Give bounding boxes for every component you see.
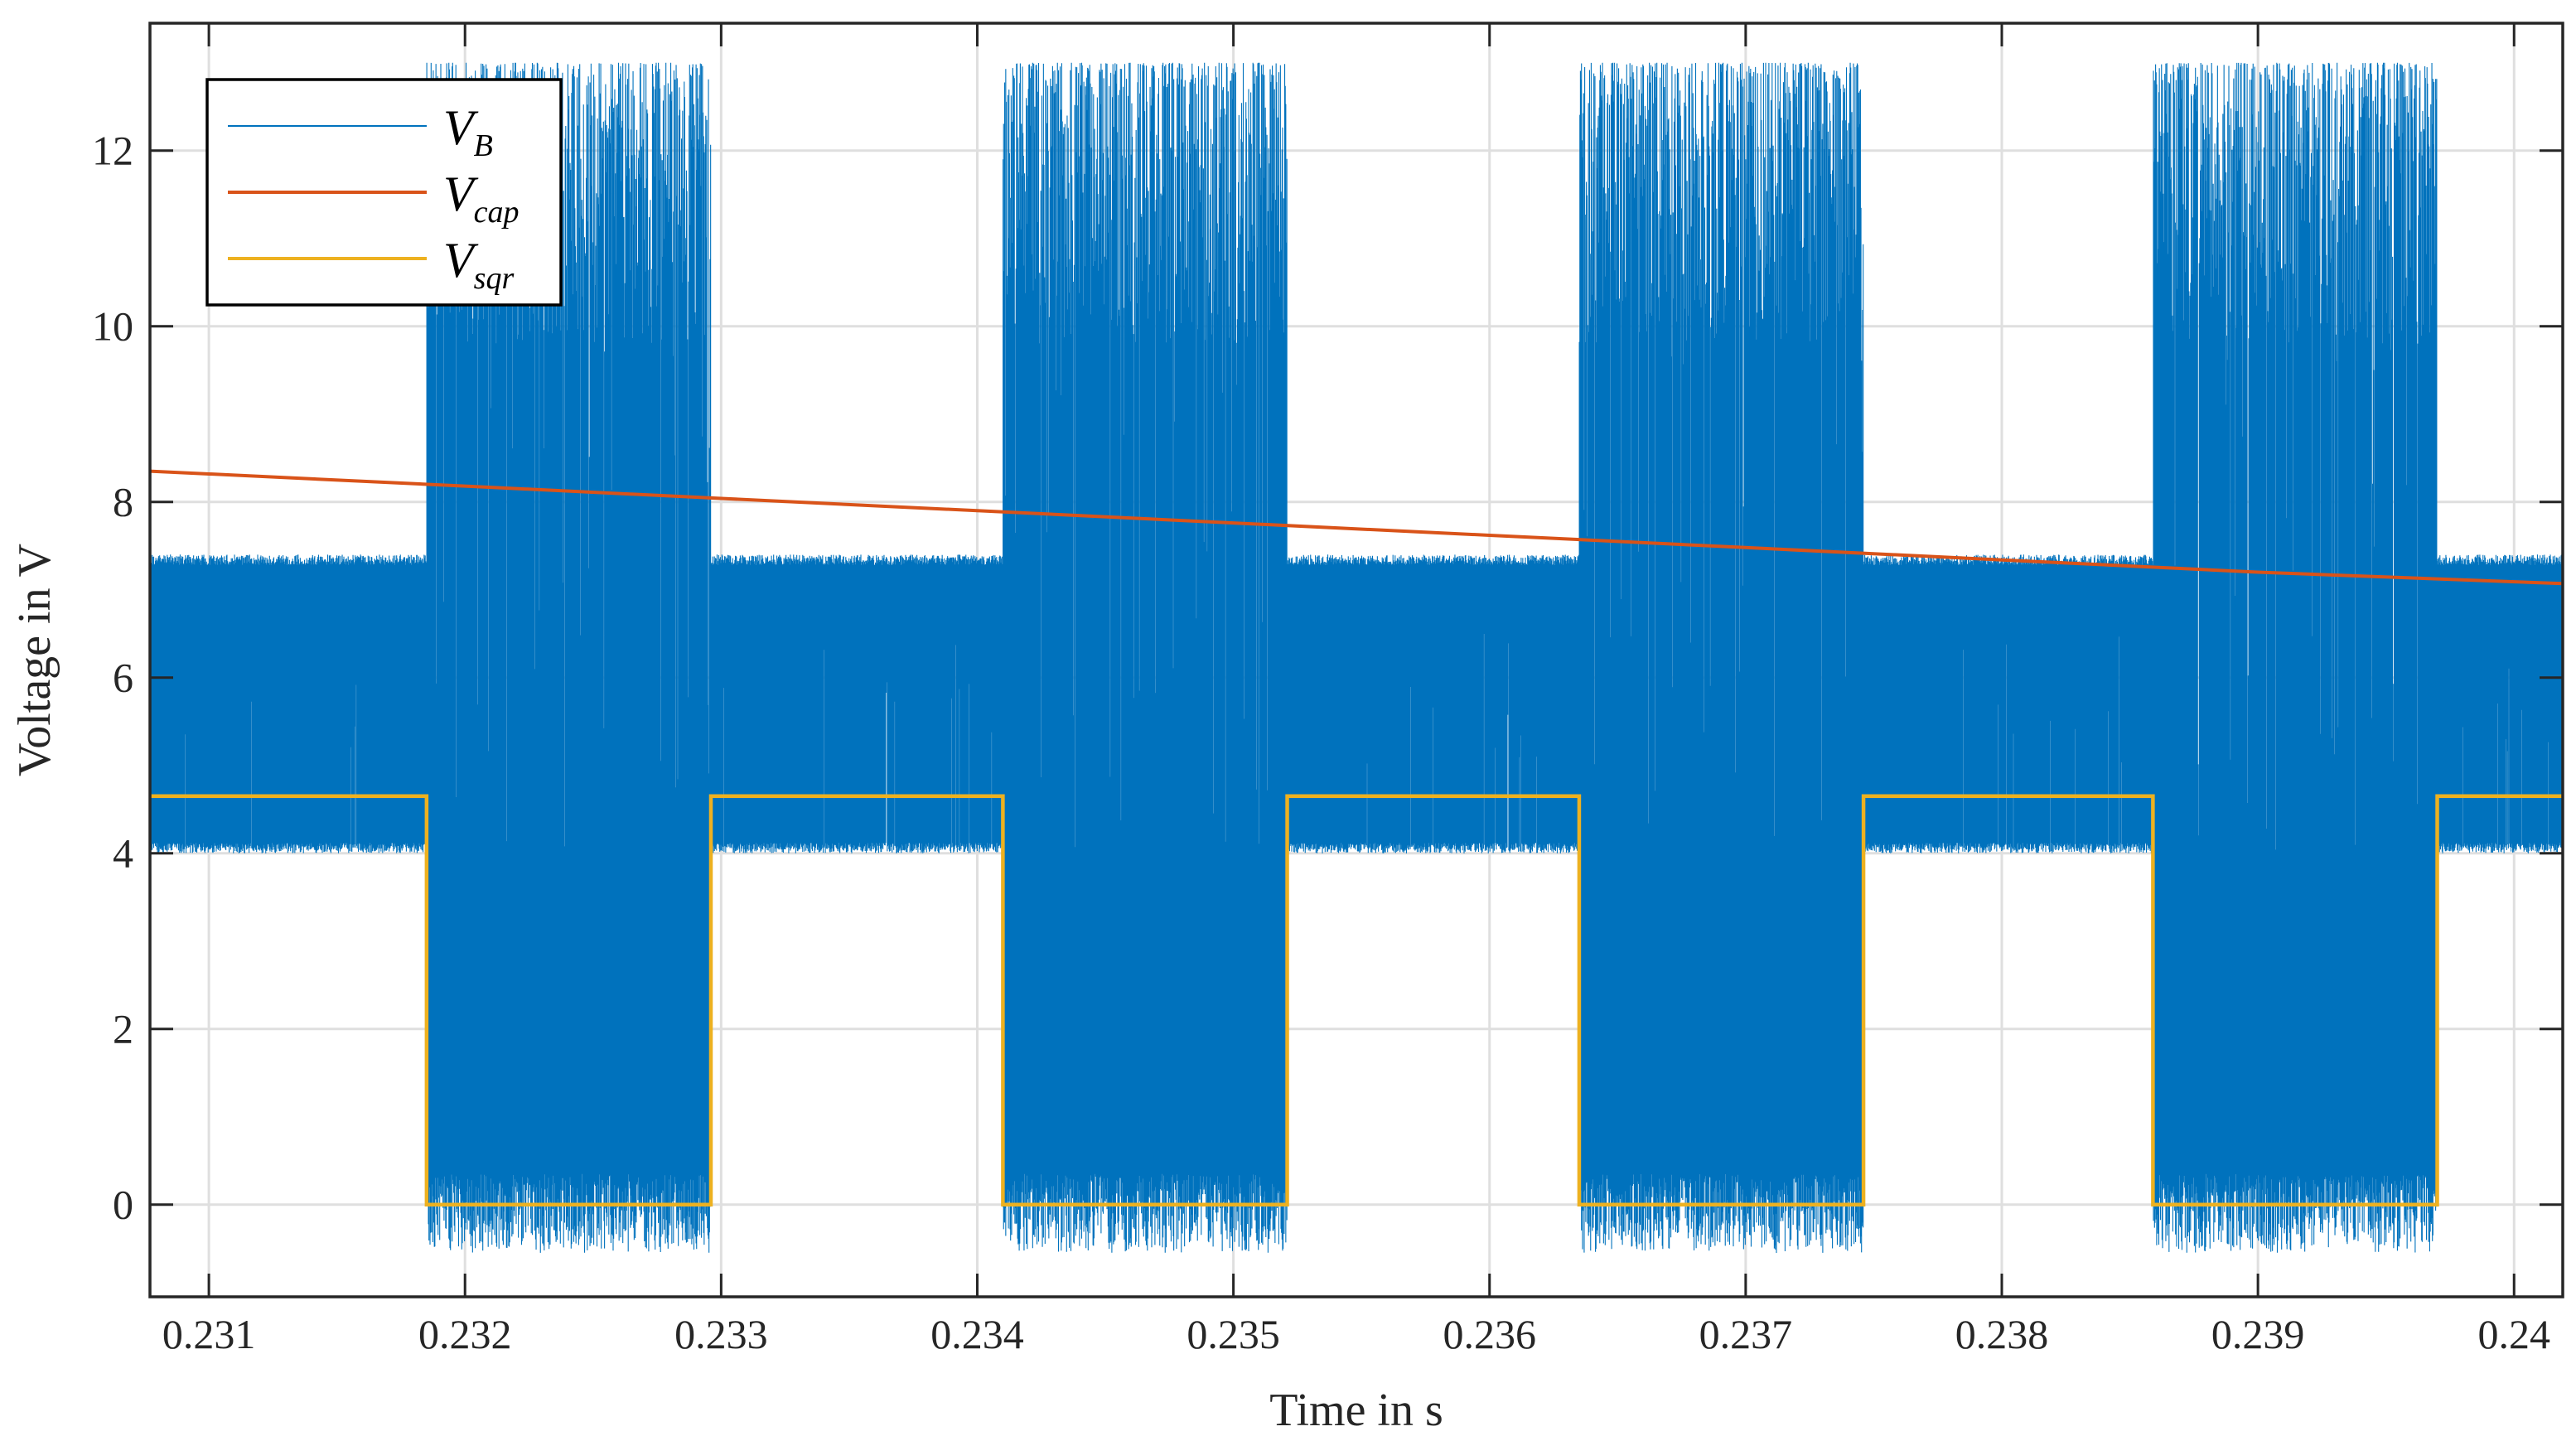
x-tick-label: 0.233	[674, 1311, 768, 1357]
y-tick-label: 4	[113, 830, 133, 877]
legend-label-v-b: VB	[443, 100, 493, 163]
x-tick-label: 0.234	[930, 1311, 1024, 1357]
y-tick-label: 0	[113, 1182, 133, 1228]
y-tick-label: 2	[113, 1006, 133, 1052]
y-axis-title: Voltage in V	[9, 544, 60, 776]
series-vsqr	[150, 794, 2563, 1206]
y-tick-label: 12	[92, 128, 133, 174]
y-tick-labels: 0 2 4 6 8 10 12	[92, 128, 133, 1228]
x-tick-label: 0.235	[1187, 1311, 1280, 1357]
series-vcap	[149, 469, 2564, 586]
legend-label-v-cap: Vcap	[443, 167, 520, 230]
legend-label-v-sqr: Vsqr	[443, 233, 514, 296]
x-tick-label: 0.239	[2211, 1311, 2305, 1357]
axes-box	[148, 22, 2564, 1298]
axes	[148, 22, 2564, 1298]
x-tick-label: 0.232	[418, 1311, 512, 1357]
x-tick-label: 0.238	[1955, 1311, 2049, 1357]
y-tick-label: 8	[113, 479, 133, 525]
y-tick-label: 10	[92, 303, 133, 350]
x-axis-title: Time in s	[1269, 1385, 1443, 1436]
x-tick-label: 0.231	[162, 1311, 256, 1357]
x-tick-label: 0.237	[1699, 1311, 1793, 1357]
x-tick-label: 0.236	[1443, 1311, 1536, 1357]
x-tick-label: 0.24	[2478, 1311, 2551, 1357]
y-tick-label: 6	[113, 655, 133, 701]
vsqr-trace	[150, 794, 2563, 1206]
vcap-trace	[149, 469, 2564, 586]
x-tick-labels: 0.231 0.232 0.233 0.234 0.235 0.236 0.237 0.238…	[162, 1311, 2550, 1357]
